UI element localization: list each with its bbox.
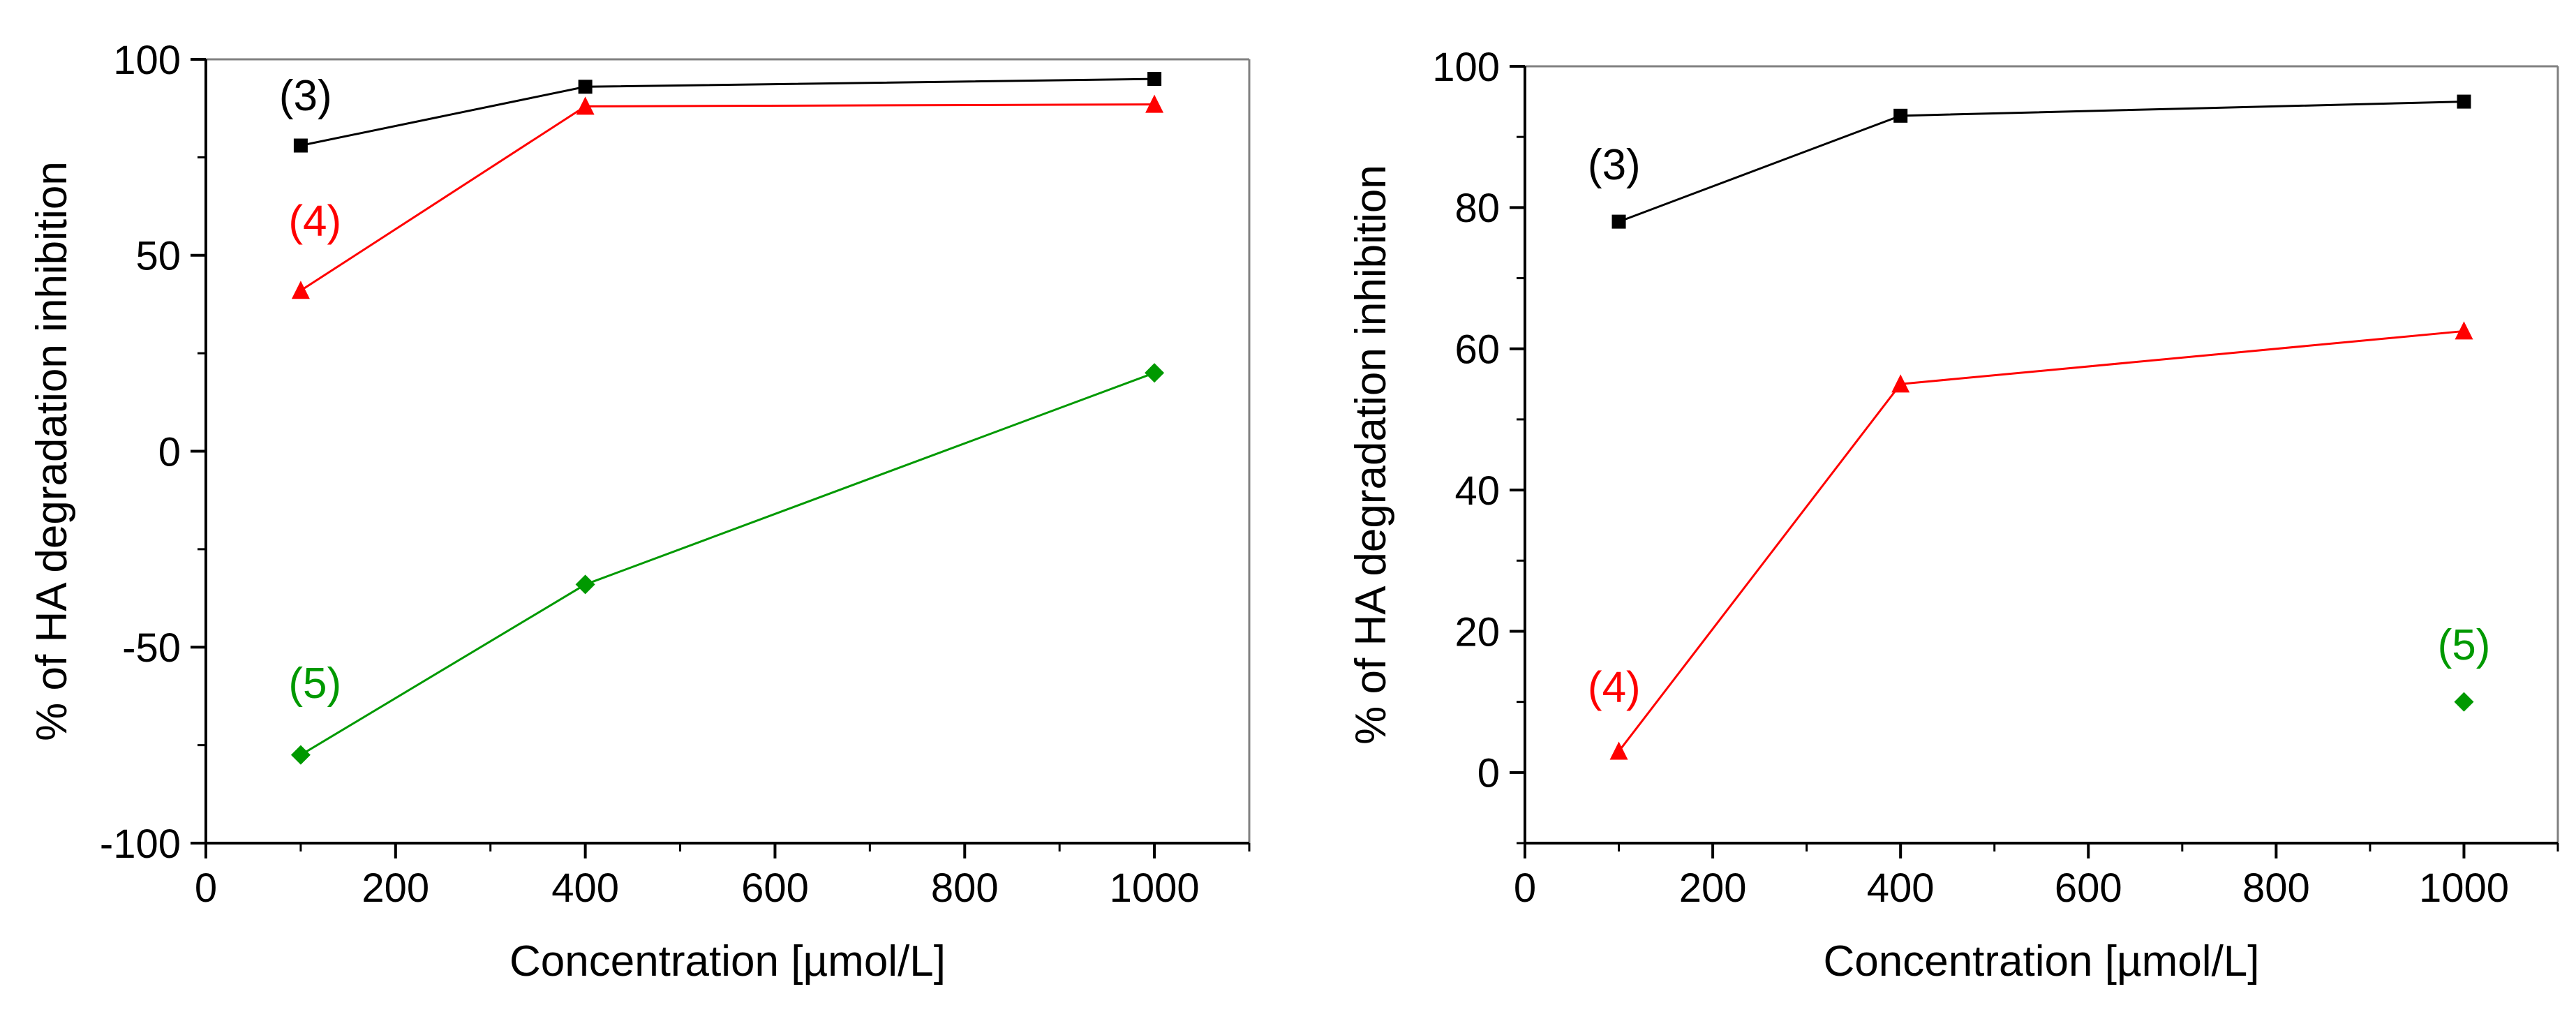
x-axis-label: Concentration [µmol/L] (509, 937, 946, 985)
data-point (2454, 692, 2474, 712)
series-2: (4) (1588, 321, 2473, 760)
y-tick-label: 40 (1454, 468, 1500, 514)
data-point (1609, 741, 1628, 760)
y-tick-label: 80 (1454, 186, 1500, 231)
x-axis-label: Concentration [µmol/L] (1823, 937, 2259, 985)
x-tick-label: 200 (362, 865, 429, 911)
x-tick-label: 0 (195, 865, 217, 911)
x-tick-label: 800 (2242, 865, 2310, 911)
data-point (1891, 374, 1910, 393)
data-point (290, 745, 311, 765)
data-point (575, 574, 595, 595)
data-point (576, 96, 595, 115)
y-tick-label: 100 (1432, 45, 1500, 90)
chart-panel-1: 0 200 400 600 800 1000 -100 -50 0 50 100 Concentrat… (28, 38, 1251, 985)
x-tick-label: 1000 (1110, 865, 1200, 911)
series-line (300, 77, 1155, 147)
x-tick-label: 200 (1679, 865, 1747, 911)
series-label: (3) (1588, 141, 1641, 189)
y-tick-label: 0 (1477, 751, 1500, 796)
y-tick-label: 60 (1454, 327, 1500, 373)
series-line (1618, 329, 2464, 752)
series-label: (5) (2438, 621, 2491, 669)
series-line (300, 103, 1155, 292)
series-line (1618, 101, 2464, 223)
x-tick-label: 800 (931, 865, 999, 911)
series-line (300, 371, 1155, 756)
data-point (1147, 72, 1162, 87)
x-tick-label: 400 (551, 865, 619, 911)
series-3: (5) (288, 363, 1165, 765)
y-tick-label: 50 (135, 234, 181, 279)
data-point (293, 138, 308, 153)
y-axis-label: % of HA degradation inhibition (1347, 165, 1395, 745)
series-label: (5) (288, 660, 341, 708)
series-1: (3) (279, 72, 1162, 153)
y-tick-label: 0 (158, 429, 181, 475)
series-label: (3) (279, 72, 332, 120)
x-tick-label: 0 (1514, 865, 1536, 911)
y-tick-label: 100 (113, 38, 181, 83)
data-point (1145, 363, 1165, 383)
x-tick-label: 400 (1867, 865, 1935, 911)
y-tick-label: -100 (100, 821, 181, 867)
chart-panel-2: 0 200 400 600 800 1000 0 20 40 60 80 100 Concentrati… (1347, 45, 2559, 985)
data-point (2457, 94, 2471, 109)
series-label: (4) (1588, 664, 1641, 712)
series-3: (5) (2438, 621, 2491, 712)
data-point (2455, 321, 2473, 340)
series-label: (4) (288, 198, 341, 246)
data-point (1893, 108, 1908, 123)
data-point (1611, 214, 1626, 229)
y-tick-label: 20 (1454, 609, 1500, 655)
y-tick-label: -50 (122, 625, 181, 671)
series-1: (3) (1588, 94, 2471, 229)
x-tick-label: 600 (2055, 865, 2122, 911)
data-point (1145, 94, 1164, 113)
series-2: (4) (288, 94, 1164, 299)
data-point (291, 281, 310, 299)
x-tick-label: 1000 (2419, 865, 2509, 911)
x-tick-label: 600 (741, 865, 809, 911)
data-point (578, 80, 593, 94)
y-axis-label: % of HA degradation inhibition (28, 161, 76, 741)
